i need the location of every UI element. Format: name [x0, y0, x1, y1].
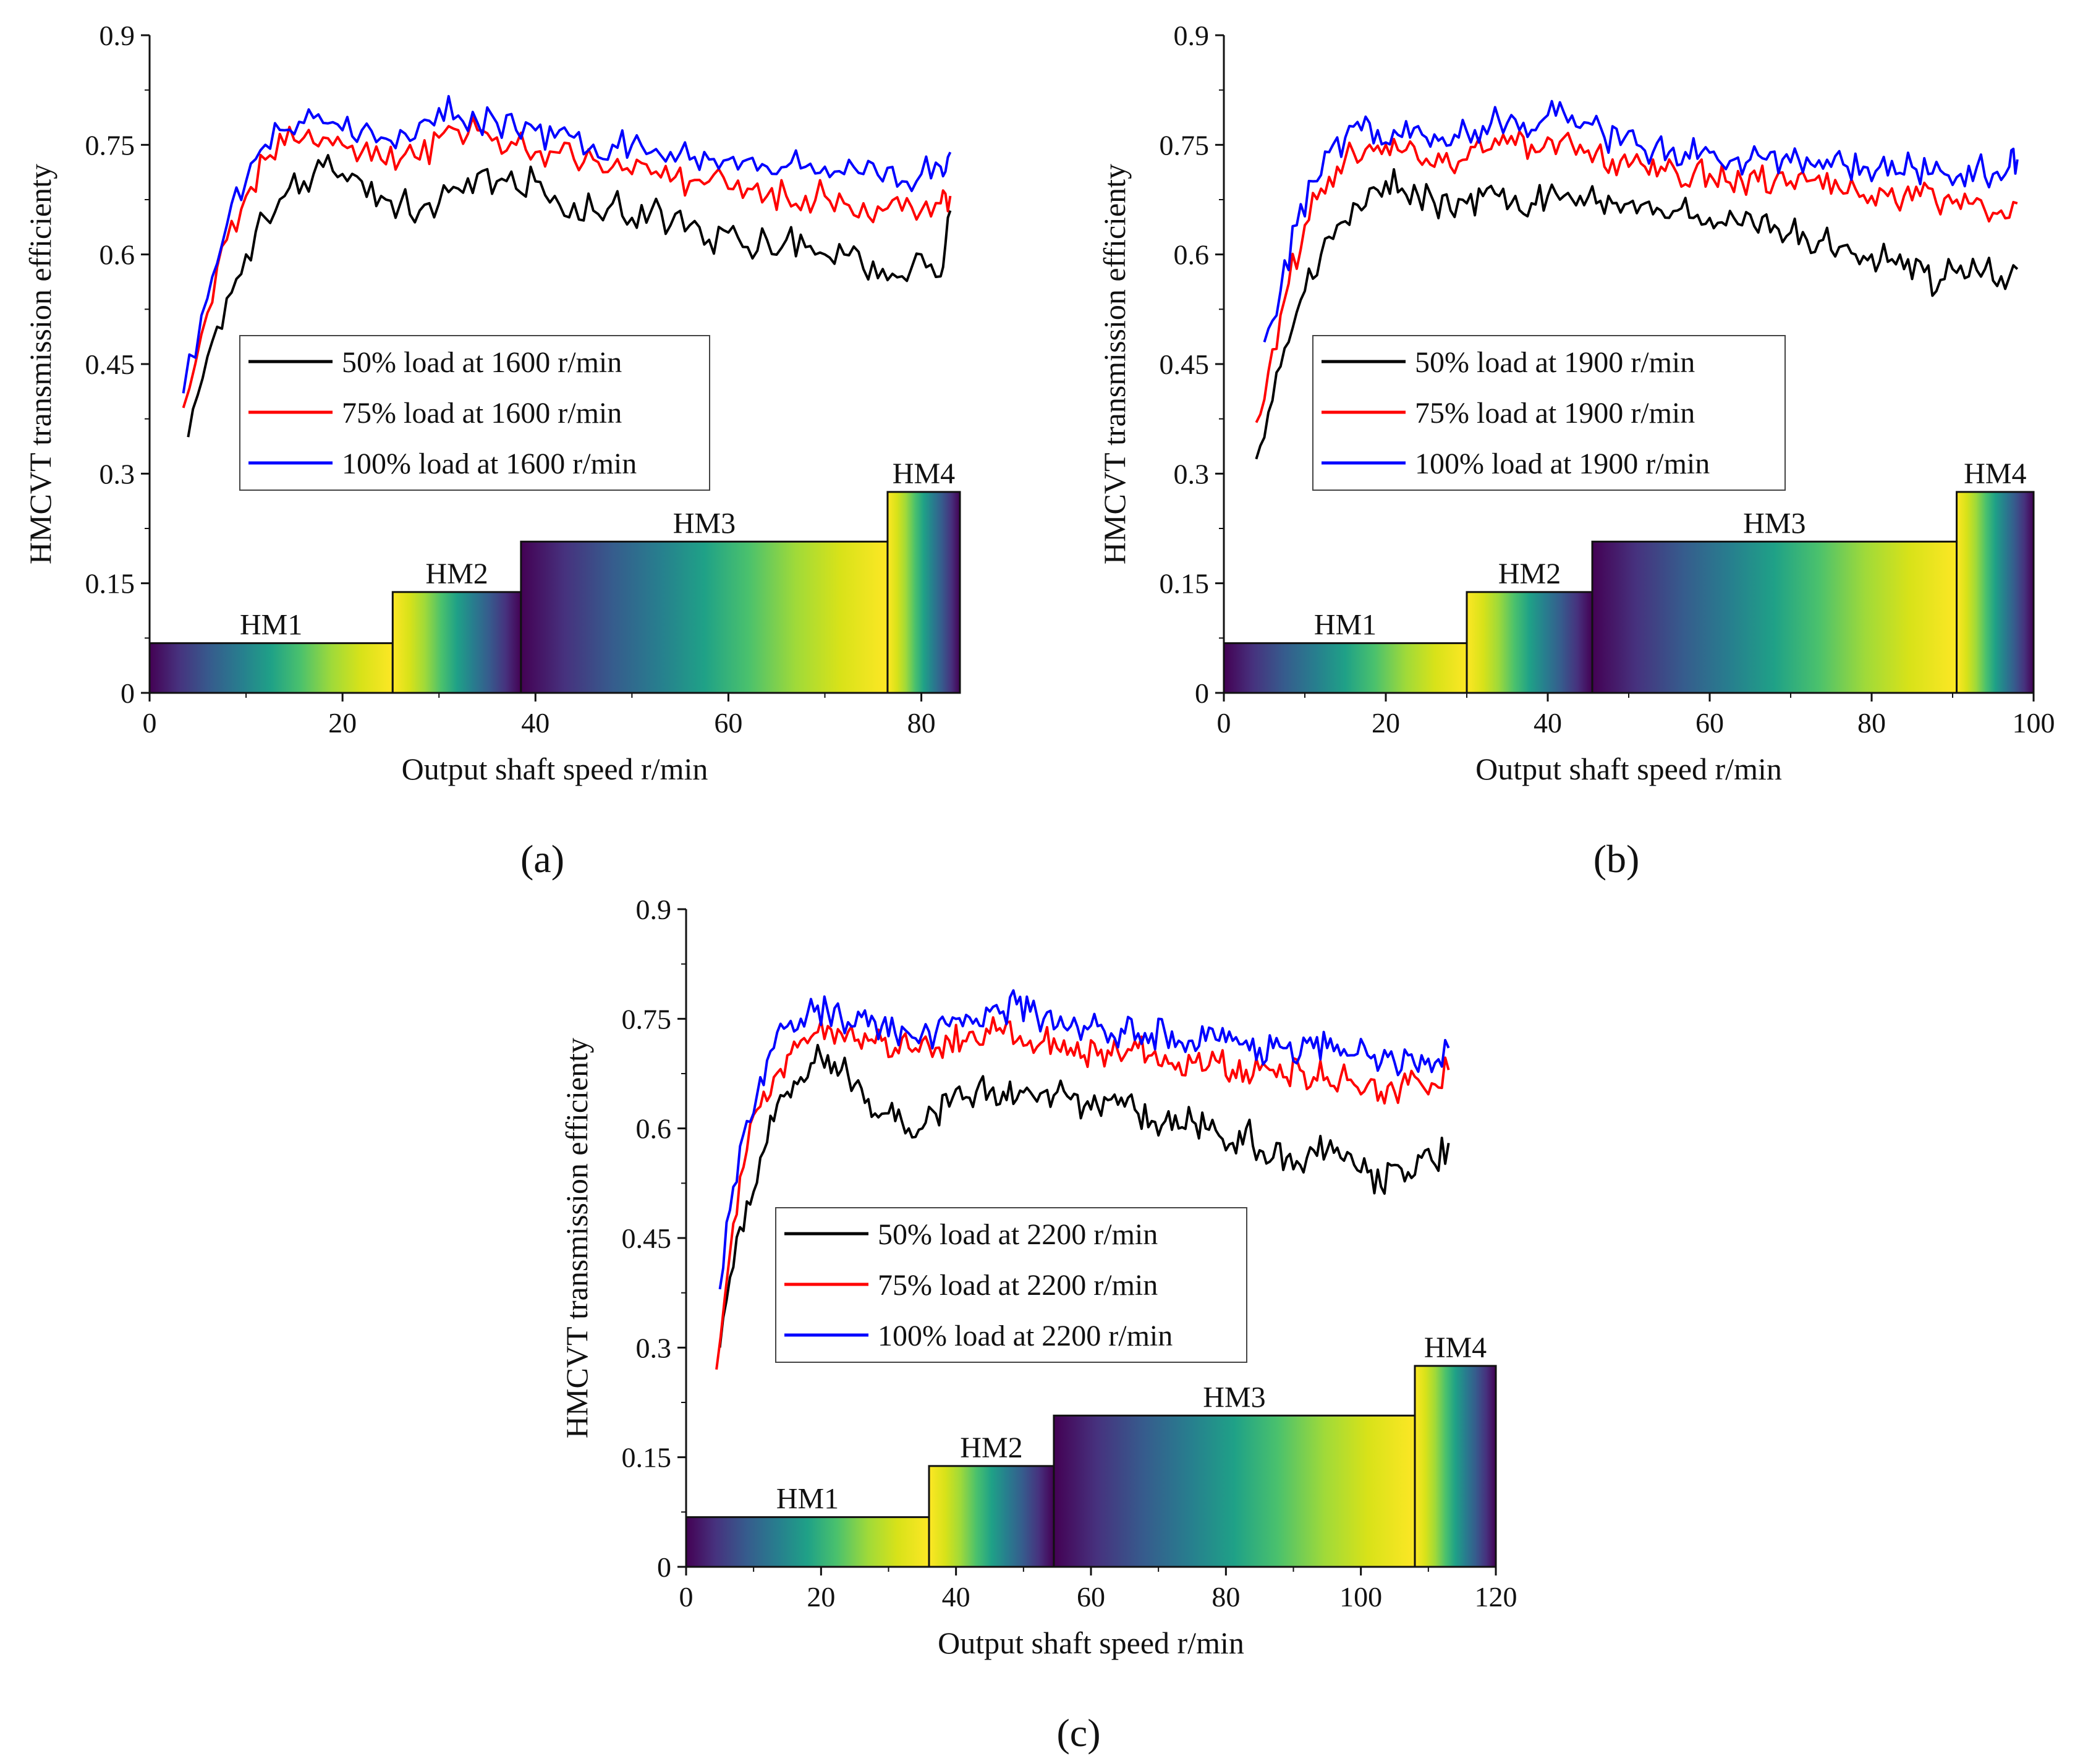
x-tick-label: 0 — [679, 1581, 694, 1613]
y-axis-title: HMCVT transmission efficienty — [23, 164, 57, 564]
series-line-0 — [1255, 168, 2019, 460]
y-tick-label: 0 — [657, 1551, 671, 1583]
x-tick-label: 80 — [1211, 1581, 1240, 1613]
y-tick-label: 0.75 — [1160, 129, 1210, 161]
x-tick-label: 120 — [1475, 1581, 1517, 1613]
y-tick-label: 0.6 — [636, 1113, 672, 1145]
mode-block-hm3 — [1053, 1414, 1416, 1568]
legend-entry: 100% load at 1600 r/min — [342, 447, 637, 480]
panel-label: (b) — [1593, 837, 1640, 881]
series-line-1 — [715, 1016, 1450, 1370]
panel-b: HM1 HM2 HM3 HM4 0 0.15 0.3 0.45 0.6 0.75 0.9 0 20 40 6… — [1097, 20, 2055, 881]
series-line-0 — [718, 1043, 1450, 1348]
legend-entry: 75% load at 1600 r/min — [342, 397, 622, 430]
x-tick-label: 60 — [714, 707, 742, 739]
mode-label-hm1: HM1 — [240, 609, 302, 642]
y-tick-label: 0.3 — [100, 458, 135, 490]
mode-label-hm4: HM4 — [893, 457, 955, 490]
mode-label-hm2: HM2 — [1498, 558, 1561, 590]
x-tick-label: 60 — [1695, 707, 1724, 739]
x-tick-label: 20 — [1372, 707, 1400, 739]
y-tick-label: 0.15 — [1160, 568, 1210, 600]
series-line-1 — [1255, 130, 2018, 423]
x-tick-label: 40 — [942, 1581, 970, 1613]
mode-block-hm1 — [1223, 642, 1468, 694]
x-tick-label: 100 — [1339, 1581, 1382, 1613]
panel-label: (c) — [1056, 1711, 1100, 1755]
series-line-1 — [182, 116, 952, 409]
legend-entry: 75% load at 2200 r/min — [878, 1269, 1158, 1302]
y-tick-label: 0.75 — [622, 1003, 672, 1035]
y-axis-title: HMCVT transmission efficienty — [1097, 164, 1132, 564]
mode-block-hm3 — [1591, 540, 1958, 694]
y-tick-label: 0 — [1195, 677, 1209, 709]
x-tick-label: 80 — [1857, 707, 1886, 739]
y-tick-label: 0.6 — [1174, 239, 1210, 271]
panel-a: HM1 HM2 HM3 HM4 0 0.15 0.3 0.45 0.6 0.75 0.9 0 20 40 6… — [23, 20, 961, 881]
legend-entry: 75% load at 1900 r/min — [1415, 397, 1695, 430]
legend-entry: 50% load at 2200 r/min — [878, 1218, 1158, 1251]
x-tick-label: 40 — [1534, 707, 1562, 739]
mode-block-hm4 — [1414, 1365, 1497, 1568]
mode-block-hm2 — [1466, 591, 1593, 694]
y-tick-label: 0.45 — [85, 349, 135, 380]
panel-c: HM1 HM2 HM3 HM4 0 0.15 0.3 0.45 0.6 0.75 0.9 0 20 40 6… — [559, 894, 1517, 1755]
x-tick-label: 0 — [143, 707, 157, 739]
legend-entry: 50% load at 1900 r/min — [1415, 346, 1695, 379]
x-axis-title: Output shaft speed r/min — [1475, 752, 1782, 786]
y-tick-label: 0.6 — [100, 239, 135, 271]
panel-label: (a) — [520, 837, 564, 881]
y-tick-label: 0.45 — [622, 1223, 672, 1254]
mode-label-hm3: HM3 — [673, 507, 736, 540]
x-tick-label: 0 — [1217, 707, 1231, 739]
mode-block-hm1 — [148, 642, 394, 694]
y-tick-label: 0.9 — [636, 894, 672, 925]
mode-label-hm2: HM2 — [425, 558, 488, 590]
series-line-2 — [718, 989, 1450, 1290]
legend-entry: 50% load at 1600 r/min — [342, 346, 622, 379]
y-tick-label: 0.15 — [85, 568, 135, 600]
x-axis-title: Output shaft speed r/min — [402, 752, 708, 786]
legend-entry: 100% load at 2200 r/min — [878, 1320, 1173, 1352]
mode-block-hm4 — [886, 491, 961, 694]
x-tick-label: 100 — [2013, 707, 2055, 739]
mode-block-hm2 — [928, 1465, 1055, 1568]
x-tick-label: 40 — [521, 707, 550, 739]
y-axis-title: HMCVT transmission efficienty — [559, 1038, 594, 1438]
y-tick-label: 0.15 — [622, 1442, 672, 1474]
mode-label-hm4: HM4 — [1964, 457, 2026, 490]
mode-block-hm3 — [520, 540, 889, 694]
x-tick-label: 20 — [807, 1581, 835, 1613]
mode-label-hm3: HM3 — [1203, 1381, 1265, 1414]
y-tick-label: 0.45 — [1160, 349, 1210, 380]
series-line-2 — [1263, 100, 2019, 343]
mode-block-hm4 — [1956, 491, 2035, 694]
series-line-0 — [187, 154, 952, 438]
x-tick-label: 80 — [907, 707, 936, 739]
y-tick-label: 0.9 — [100, 20, 135, 51]
mode-label-hm3: HM3 — [1743, 507, 1806, 540]
y-tick-label: 0 — [121, 677, 135, 709]
mode-label-hm4: HM4 — [1424, 1331, 1487, 1364]
mode-label-hm2: HM2 — [960, 1431, 1022, 1464]
mode-block-hm2 — [391, 591, 522, 694]
x-axis-title: Output shaft speed r/min — [938, 1626, 1244, 1660]
legend-entry: 100% load at 1900 r/min — [1415, 447, 1710, 480]
y-tick-label: 0.3 — [1174, 458, 1210, 490]
y-tick-label: 0.9 — [1174, 20, 1210, 51]
y-tick-label: 0.3 — [636, 1332, 672, 1363]
mode-label-hm1: HM1 — [776, 1483, 839, 1516]
x-tick-label: 60 — [1077, 1581, 1105, 1613]
x-tick-label: 20 — [328, 707, 357, 739]
series-line-2 — [182, 95, 952, 394]
mode-block-hm1 — [685, 1516, 930, 1568]
mode-label-hm1: HM1 — [1314, 609, 1377, 642]
y-tick-label: 0.75 — [85, 129, 135, 161]
